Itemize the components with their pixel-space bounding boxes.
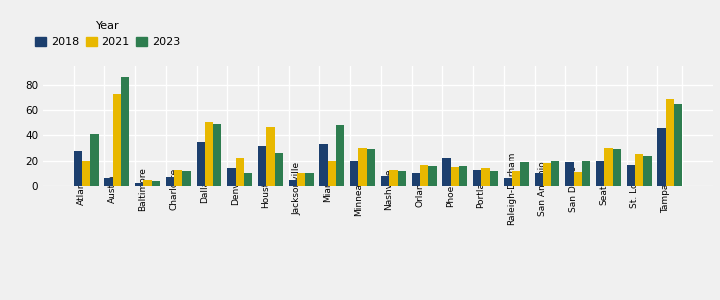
Legend: 2018, 2021, 2023: 2018, 2021, 2023	[35, 21, 180, 47]
Bar	[320, 144, 328, 186]
Bar	[266, 127, 274, 186]
Bar	[152, 181, 160, 186]
Bar	[504, 178, 512, 186]
Bar	[490, 171, 498, 186]
Bar	[604, 148, 613, 186]
Bar	[328, 161, 336, 186]
Bar	[574, 172, 582, 186]
Bar	[121, 77, 130, 186]
Bar	[613, 149, 621, 186]
Bar	[143, 180, 152, 186]
Bar	[90, 134, 99, 186]
Bar	[635, 154, 644, 186]
Bar	[359, 148, 366, 186]
Bar	[459, 166, 467, 186]
Bar	[666, 99, 674, 186]
Bar	[644, 156, 652, 186]
Bar	[297, 173, 305, 186]
Bar	[135, 184, 143, 186]
Bar	[228, 168, 235, 186]
Bar	[565, 162, 574, 186]
Bar	[381, 176, 390, 186]
Bar	[473, 169, 482, 186]
Bar	[442, 158, 451, 186]
Bar	[166, 177, 174, 186]
Bar	[543, 163, 551, 186]
Bar	[512, 171, 521, 186]
Bar	[551, 161, 559, 186]
Bar	[258, 146, 266, 186]
Bar	[626, 164, 635, 186]
Bar	[235, 158, 244, 186]
Bar	[521, 162, 528, 186]
Bar	[205, 122, 213, 186]
Bar	[197, 142, 205, 186]
Bar	[674, 104, 683, 186]
Bar	[451, 167, 459, 186]
Bar	[73, 151, 82, 186]
Bar	[174, 169, 182, 186]
Bar	[182, 171, 191, 186]
Bar	[350, 161, 359, 186]
Bar	[213, 124, 222, 186]
Bar	[420, 164, 428, 186]
Bar	[534, 173, 543, 186]
Bar	[657, 128, 666, 186]
Bar	[112, 94, 121, 186]
Bar	[366, 149, 375, 186]
Bar	[82, 161, 90, 186]
Bar	[244, 173, 252, 186]
Bar	[428, 166, 436, 186]
Bar	[305, 173, 314, 186]
Bar	[412, 173, 420, 186]
Bar	[289, 180, 297, 186]
Bar	[582, 161, 590, 186]
Bar	[482, 168, 490, 186]
Bar	[397, 171, 406, 186]
Bar	[104, 178, 112, 186]
Bar	[274, 153, 283, 186]
Bar	[390, 169, 397, 186]
Bar	[336, 125, 344, 186]
Bar	[596, 161, 604, 186]
